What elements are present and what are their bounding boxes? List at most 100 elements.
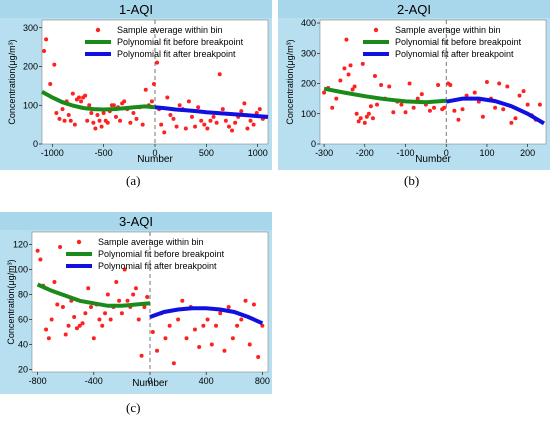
data-point <box>370 116 375 121</box>
data-point <box>509 120 514 125</box>
data-point <box>472 90 477 95</box>
data-point <box>214 323 219 328</box>
data-point <box>521 89 526 94</box>
data-point <box>151 81 156 86</box>
data-point <box>334 96 339 101</box>
data-point <box>189 114 194 119</box>
title-bar <box>0 212 272 230</box>
chart-2-aqi: 2-AQI 0 100 200 300 400 -300 -200 -100 0 100 200 Num… <box>278 0 550 170</box>
data-point <box>346 72 351 77</box>
data-point <box>537 102 542 107</box>
data-point <box>149 99 154 104</box>
data-point <box>118 118 123 123</box>
data-point <box>330 105 335 110</box>
data-point <box>117 298 122 303</box>
x-axis-label: Number <box>137 154 173 165</box>
chart-1-aqi: 1-AQI 0 100 200 300 -1000 -500 0 500 1000 Number Co… <box>0 0 272 170</box>
subcaption-a: (a) <box>126 173 141 188</box>
data-point <box>358 116 363 121</box>
data-point <box>79 99 84 104</box>
data-point <box>350 87 355 92</box>
x-tick-label: -100 <box>397 148 415 158</box>
panel-1-aqi: 1-AQI 0 100 200 300 -1000 -500 0 500 1000 Number Co… <box>0 0 272 170</box>
y-tick-label: 100 <box>23 100 38 110</box>
data-point <box>91 120 96 125</box>
data-point <box>208 118 213 123</box>
data-point <box>183 126 188 131</box>
title-bar <box>0 0 272 18</box>
data-point <box>411 105 416 110</box>
data-point <box>55 302 60 307</box>
plot-area <box>319 19 547 145</box>
data-point <box>368 104 373 109</box>
data-point <box>242 101 247 106</box>
data-point <box>168 112 173 117</box>
legend-label-fit-after: Polynomial fit after breakpoint <box>98 261 217 271</box>
data-point <box>162 130 167 135</box>
y-axis-label: Concentration(μg/m³) <box>285 39 295 124</box>
data-point <box>352 84 357 89</box>
data-point <box>74 326 79 331</box>
data-point <box>379 83 384 88</box>
y-tick-label: 200 <box>23 62 38 72</box>
data-point <box>415 96 420 101</box>
data-point <box>223 118 228 123</box>
data-point <box>165 95 170 100</box>
data-point <box>100 323 105 328</box>
data-point <box>83 311 88 316</box>
data-point <box>222 348 227 353</box>
data-point <box>214 120 219 125</box>
data-point <box>131 292 136 297</box>
data-point <box>86 286 91 291</box>
data-point <box>176 317 181 322</box>
fit-after-line <box>149 306 264 326</box>
data-point <box>60 107 65 112</box>
data-point <box>122 99 127 104</box>
fit-after-line <box>154 105 269 119</box>
chart-title: 3-AQI <box>119 214 153 229</box>
chart-title: 1-AQI <box>119 2 153 17</box>
x-tick-label: 0 <box>147 376 152 386</box>
data-point <box>76 95 81 100</box>
data-point <box>35 248 40 253</box>
data-point <box>391 110 396 115</box>
panel-2-aqi: 2-AQI 0 100 200 300 400 -300 -200 -100 0 100 200 Num… <box>278 0 550 170</box>
data-point <box>52 62 57 67</box>
data-point <box>52 280 57 284</box>
data-point <box>354 111 359 116</box>
data-point <box>72 122 77 127</box>
y-tick-label: 80 <box>18 290 28 300</box>
data-point <box>403 110 408 115</box>
data-point <box>456 117 461 122</box>
x-axis-label: Number <box>132 378 168 389</box>
data-point <box>140 122 145 127</box>
data-point <box>119 311 124 316</box>
data-point <box>85 118 90 123</box>
data-point <box>122 267 127 272</box>
data-point <box>372 73 377 78</box>
data-point <box>233 120 238 125</box>
data-point <box>525 102 530 107</box>
legend-label-fit-after: Polynomial fit after breakpoint <box>395 49 514 59</box>
legend-point-marker <box>373 27 379 33</box>
data-point <box>493 105 498 110</box>
data-point <box>44 37 49 42</box>
data-point <box>243 298 248 303</box>
title-bar <box>278 0 550 18</box>
x-tick-label: 200 <box>520 148 535 158</box>
legend-label-points: Sample average within bin <box>395 25 501 35</box>
data-point <box>251 122 256 127</box>
data-point <box>89 111 94 115</box>
legend-point-marker <box>95 27 101 33</box>
data-point <box>230 128 235 133</box>
data-point <box>103 311 108 316</box>
chart-3-aqi: 3-AQI 20 40 60 80 100 120 -800 -400 0 400 800 Number… <box>0 212 272 394</box>
data-point <box>184 336 189 341</box>
data-point <box>62 118 67 123</box>
data-point <box>171 116 176 121</box>
y-tick-label: 100 <box>301 109 316 119</box>
data-point <box>362 120 367 125</box>
y-tick-label: 300 <box>23 23 38 33</box>
x-tick-label: -800 <box>29 376 47 386</box>
data-point <box>44 327 49 332</box>
